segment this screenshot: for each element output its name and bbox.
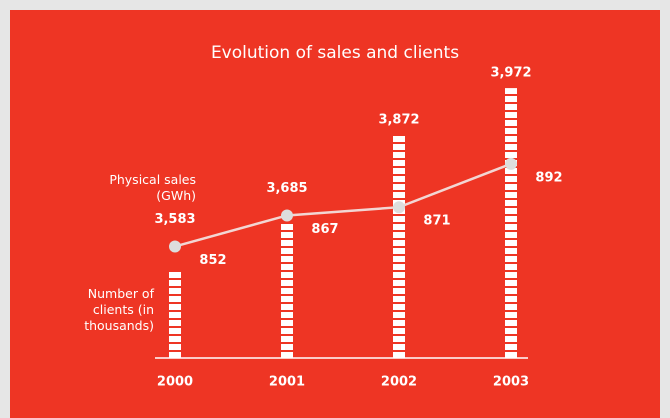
line-point [281, 209, 293, 222]
bar-value-label: 3,872 [378, 112, 419, 127]
bar [169, 270, 181, 358]
background [10, 10, 660, 418]
line-series-note: Physical sales (GWh) [109, 172, 196, 203]
line-value-label: 852 [199, 253, 226, 268]
bar-value-label: 3,583 [154, 212, 195, 227]
line-value-label: 867 [311, 222, 338, 237]
line-point [169, 240, 181, 253]
bar [281, 222, 293, 358]
bar [393, 134, 405, 358]
bar-series-note: Number of clients (in thousands) [84, 286, 154, 333]
x-tick-label: 2003 [493, 375, 529, 390]
line-value-label: 892 [535, 170, 562, 185]
line-point [505, 157, 517, 170]
x-tick-label: 2002 [381, 375, 417, 390]
bar-value-label: 3,685 [266, 181, 307, 196]
line [174, 162, 512, 248]
chart-title: Evolution of sales and clients [211, 43, 459, 63]
x-tick-label: 2001 [269, 375, 305, 390]
line-value-label: 871 [423, 214, 450, 229]
x-tick-label: 2000 [157, 375, 193, 390]
bar [505, 88, 517, 358]
bar-value-label: 3,972 [490, 66, 531, 81]
line-point [393, 201, 405, 214]
